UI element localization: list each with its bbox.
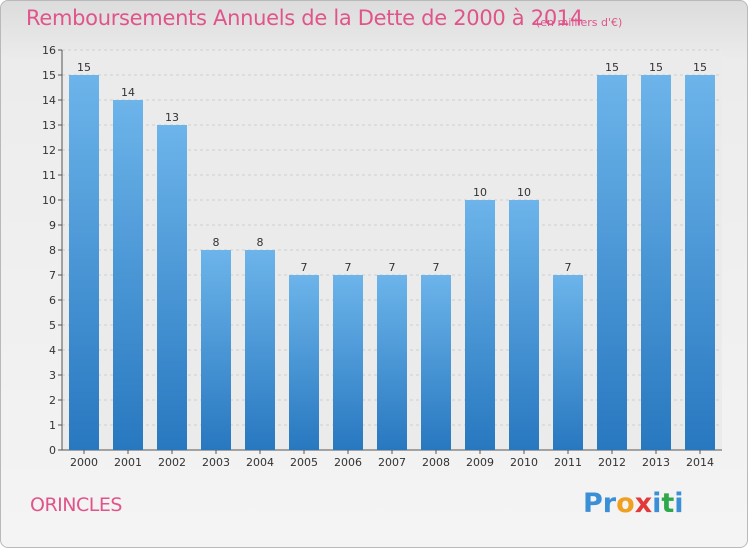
bar	[377, 275, 407, 450]
x-tick-label: 2014	[686, 456, 714, 469]
y-tick-label: 8	[49, 244, 56, 257]
bar	[157, 125, 187, 450]
x-tick-label: 2001	[114, 456, 142, 469]
bar	[685, 75, 715, 450]
bar-value-label: 10	[517, 186, 531, 199]
x-tick-label: 2009	[466, 456, 494, 469]
bar-value-label: 13	[165, 111, 179, 124]
x-tick-label: 2006	[334, 456, 362, 469]
y-tick-label: 4	[49, 344, 56, 357]
y-tick-label: 1	[49, 419, 56, 432]
bar-value-label: 15	[693, 61, 707, 74]
bar-value-label: 7	[345, 261, 352, 274]
logo-letter: i	[674, 488, 684, 519]
x-tick-label: 2010	[510, 456, 538, 469]
bar-value-label: 7	[433, 261, 440, 274]
x-tick-label: 2005	[290, 456, 318, 469]
bar-value-label: 8	[213, 236, 220, 249]
y-tick-label: 3	[49, 369, 56, 382]
y-tick-label: 12	[42, 144, 56, 157]
y-tick-label: 5	[49, 319, 56, 332]
bar-value-label: 7	[301, 261, 308, 274]
bar-value-label: 15	[649, 61, 663, 74]
x-tick-label: 2013	[642, 456, 670, 469]
y-tick-label: 16	[42, 44, 56, 57]
bar	[641, 75, 671, 450]
bar	[289, 275, 319, 450]
logo-letter: x	[634, 488, 653, 519]
bar	[553, 275, 583, 450]
logo-letter: o	[616, 488, 635, 519]
x-tick-label: 2012	[598, 456, 626, 469]
bar	[201, 250, 231, 450]
chart-title: Remboursements Annuels de la Dette de 20…	[26, 6, 583, 30]
x-tick-label: 2004	[246, 456, 274, 469]
y-tick-label: 6	[49, 294, 56, 307]
bar-value-label: 10	[473, 186, 487, 199]
x-tick-label: 2003	[202, 456, 230, 469]
bar	[69, 75, 99, 450]
x-tick-label: 2008	[422, 456, 450, 469]
logo-letter: P	[583, 488, 603, 519]
x-tick-label: 2000	[70, 456, 98, 469]
logo-letter: t	[661, 488, 675, 519]
bar	[509, 200, 539, 450]
bar-value-label: 15	[605, 61, 619, 74]
bar	[333, 275, 363, 450]
y-tick-label: 10	[42, 194, 56, 207]
bar-value-label: 8	[257, 236, 264, 249]
chart-subtitle: (en milliers d'€)	[536, 16, 623, 29]
commune-name: ORINCLES	[30, 494, 122, 516]
proxiti-logo: Proxiti	[583, 488, 684, 519]
bar-value-label: 7	[389, 261, 396, 274]
y-tick-label: 11	[42, 169, 56, 182]
bar-value-label: 14	[121, 86, 135, 99]
y-tick-label: 7	[49, 269, 56, 282]
x-tick-label: 2011	[554, 456, 582, 469]
y-tick-label: 14	[42, 94, 56, 107]
y-tick-label: 0	[49, 444, 56, 457]
bar	[113, 100, 143, 450]
bar	[465, 200, 495, 450]
y-tick-label: 2	[49, 394, 56, 407]
bar	[597, 75, 627, 450]
y-tick-label: 13	[42, 119, 56, 132]
logo-letter: i	[652, 488, 662, 519]
logo-letter: r	[602, 488, 617, 519]
x-tick-label: 2007	[378, 456, 406, 469]
bar-value-label: 7	[565, 261, 572, 274]
bar-value-label: 15	[77, 61, 91, 74]
bar	[421, 275, 451, 450]
y-tick-label: 9	[49, 219, 56, 232]
x-tick-label: 2002	[158, 456, 186, 469]
y-tick-label: 15	[42, 69, 56, 82]
bar	[245, 250, 275, 450]
